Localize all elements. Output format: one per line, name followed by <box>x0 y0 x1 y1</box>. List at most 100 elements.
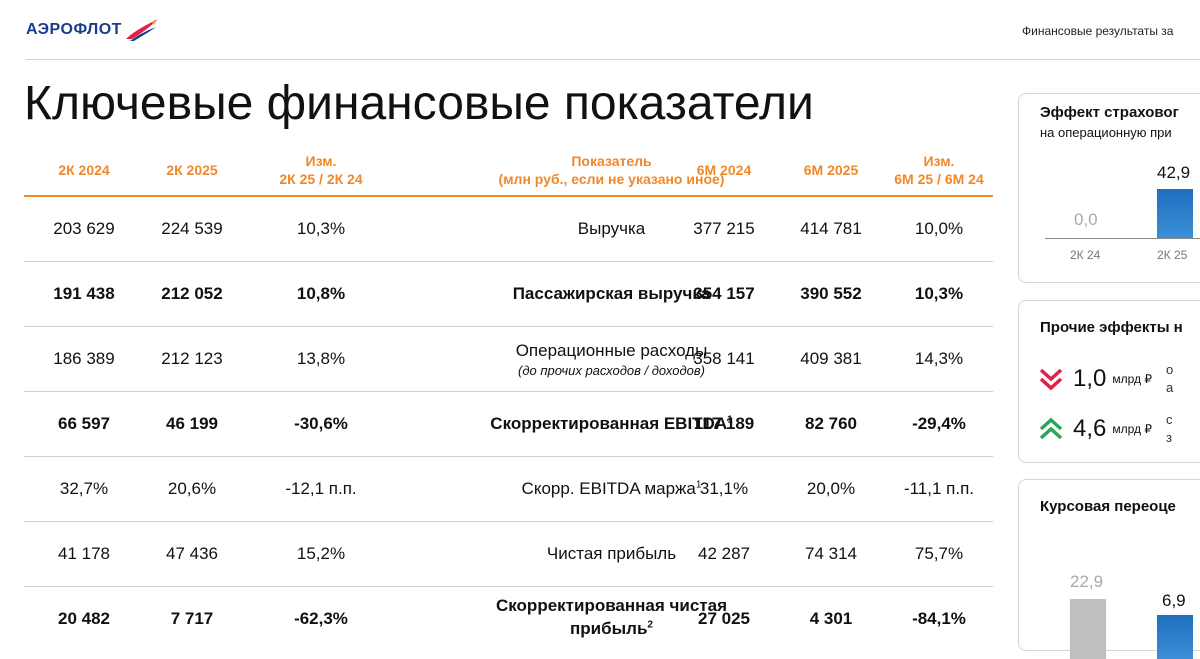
cell-2k25: 224 539 <box>161 219 223 238</box>
header-divider <box>26 59 1200 60</box>
cell-2k24: 20 482 <box>58 609 110 628</box>
indicator-name-line2: прибыль2 <box>570 619 653 639</box>
table-row-net-profit: 41 178 47 436 15,2% Чистая прибыль 42 28… <box>24 522 993 587</box>
table-row-revenue: 203 629 224 539 10,3% Выручка 377 215 41… <box>24 197 993 262</box>
cell-indicator: Скорректированная EBITDA1 <box>374 392 849 456</box>
indicator-name: Операционные расходы <box>515 340 708 360</box>
panel-title: Прочие эффекты н <box>1040 319 1183 336</box>
cell-2k-change: 10,3% <box>296 219 346 238</box>
effect-desc-line: з <box>1166 430 1172 445</box>
cell-6m25: 409 381 <box>800 349 862 368</box>
double-chevron-down-icon <box>1039 368 1063 391</box>
logo-text: АЭРОФЛОТ <box>26 21 122 38</box>
panel-fx-revaluation: Курсовая переоце 22,9 6,9 <box>1018 479 1200 659</box>
cell-2k-change: -12,1 п.п. <box>285 479 357 498</box>
effect-desc-line: о <box>1166 362 1174 377</box>
cell-indicator: Скорр. EBITDA маржа1 <box>374 457 849 521</box>
cell-indicator: Чистая прибыль <box>374 522 849 586</box>
effect-value: 1,0 <box>1073 365 1107 392</box>
cell-2k24: 203 629 <box>53 219 115 238</box>
cell-6m25: 20,0% <box>806 479 856 498</box>
cell-2k25: 47 436 <box>166 544 218 563</box>
bar-value-label: 6,9 <box>1162 591 1186 610</box>
financial-table: 2К 2024 2К 2025 Изм. 2К 25 / 2К 24 Показ… <box>24 145 993 651</box>
effect-value: 4,6 <box>1073 415 1107 442</box>
cell-2k24: 186 389 <box>53 349 115 368</box>
indicator-name: Выручка <box>577 219 646 238</box>
cell-6m25: 82 760 <box>805 414 857 433</box>
indicator-name: Чистая прибыль <box>546 544 677 563</box>
cell-6m-change: -11,1 п.п. <box>903 479 975 498</box>
cell-6m-change: -84,1% <box>912 609 966 628</box>
page-title: Ключевые финансовые показатели <box>24 77 814 130</box>
bar-category-label: 2К 24 <box>1070 248 1101 262</box>
table-row-ebitda-margin: 32,7% 20,6% -12,1 п.п. Скорр. EBITDA мар… <box>24 457 993 522</box>
cell-2k25: 7 717 <box>170 609 214 628</box>
cell-2k-change: 15,2% <box>296 544 346 563</box>
cell-indicator: Выручка <box>374 197 849 261</box>
cell-6m25: 390 552 <box>800 284 862 303</box>
col-change-label: Изм. <box>923 153 955 169</box>
indicator-name: Скорректированная чистая <box>495 596 727 615</box>
footnote-mark: 1 <box>695 479 702 491</box>
cell-indicator: Операционные расходы (до прочих расходов… <box>374 327 849 391</box>
cell-6m24: 377 215 <box>693 219 755 238</box>
cell-6m25: 74 314 <box>805 544 857 563</box>
cell-2k-change: -62,3% <box>294 609 348 628</box>
panel-title: Курсовая переоце <box>1040 498 1176 515</box>
indicator-label: Скорректированная EBITDA <box>490 414 728 433</box>
table-row-passenger-revenue: 191 438 212 052 10,8% Пассажирская выруч… <box>24 262 993 327</box>
cell-2k24: 41 178 <box>58 544 110 563</box>
cell-2k24: 32,7% <box>59 479 109 498</box>
bar-2k25 <box>1157 189 1193 238</box>
cell-6m-change: 10,3% <box>914 284 964 303</box>
cell-2k25: 212 052 <box>161 284 223 303</box>
cell-2k24: 191 438 <box>53 284 115 303</box>
col-6m-change: Изм. 6М 25 / 6М 24 <box>884 145 994 195</box>
col-2k-2025: 2К 2025 <box>166 162 218 178</box>
indicator-name: Скорр. EBITDA маржа1 <box>522 479 702 499</box>
cell-6m24: 27 025 <box>698 609 750 628</box>
panel-title: Эффект страховог <box>1040 104 1179 121</box>
report-subtitle: Финансовые результаты за <box>1022 24 1174 38</box>
cell-2k-change: 13,8% <box>296 349 346 368</box>
cell-2k-change: 10,8% <box>296 284 346 303</box>
col-indicator-label: Показатель <box>571 153 652 169</box>
col-6m-2025: 6М 2025 <box>803 162 859 178</box>
panel-subtitle: на операционную при <box>1040 125 1172 140</box>
col-6m-2024: 6М 2024 <box>696 162 752 178</box>
footnote-mark: 2 <box>647 619 653 631</box>
cell-6m24: 117 189 <box>693 414 755 433</box>
cell-2k25: 46 199 <box>166 414 218 433</box>
effect-desc-line: с <box>1166 412 1173 427</box>
cell-2k24: 66 597 <box>58 414 110 433</box>
cell-6m-change: 10,0% <box>914 219 964 238</box>
col-2k-2024: 2К 2024 <box>58 162 110 178</box>
table-row-adjusted-net-profit: 20 482 7 717 -62,3% Скорректированная чи… <box>24 587 993 651</box>
effect-unit: млрд ₽ <box>1112 372 1152 386</box>
cell-2k-change: -30,6% <box>294 414 348 433</box>
effect-description: о а <box>1166 361 1173 397</box>
col-change-label: Изм. <box>305 153 337 169</box>
bar-value-label: 42,9 <box>1157 163 1191 182</box>
col-change-period: 6М 25 / 6М 24 <box>894 171 984 187</box>
cell-2k25: 212 123 <box>161 349 223 368</box>
cell-6m25: 4 301 <box>809 609 853 628</box>
indicator-label: прибыль <box>570 619 648 638</box>
cell-6m24: 358 141 <box>693 349 755 368</box>
logo-wing-icon <box>125 19 158 41</box>
cell-6m24: 354 157 <box>693 284 755 303</box>
bar-category-label: 2К 25 <box>1157 248 1188 262</box>
col-2k-change: Изм. 2К 25 / 2К 24 <box>246 145 396 195</box>
effect-row-down: 1,0 млрд ₽ о а <box>1037 361 1173 397</box>
effect-row-up: 4,6 млрд ₽ с з <box>1037 411 1173 447</box>
cell-6m-change: -29,4% <box>912 414 966 433</box>
indicator-name: Скорректированная EBITDA1 <box>490 414 732 434</box>
double-chevron-up-icon <box>1039 417 1063 440</box>
table-header: 2К 2024 2К 2025 Изм. 2К 25 / 2К 24 Показ… <box>24 145 993 197</box>
aeroflot-logo[interactable]: АЭРОФЛОТ <box>26 16 160 44</box>
cell-6m24: 42 287 <box>698 544 750 563</box>
panel-insurance-effect: Эффект страховог на операционную при 0,0… <box>1018 93 1200 283</box>
bar-value-label: 0,0 <box>1074 210 1098 229</box>
footnote-mark: 1 <box>727 414 733 426</box>
